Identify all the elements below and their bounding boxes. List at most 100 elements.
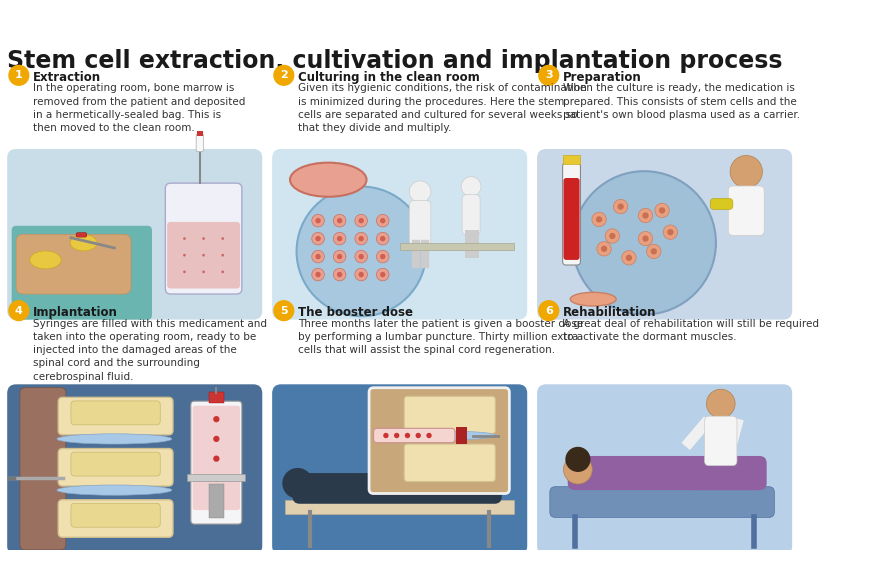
FancyBboxPatch shape: [165, 183, 242, 294]
FancyBboxPatch shape: [190, 401, 242, 524]
Circle shape: [643, 212, 649, 219]
Circle shape: [183, 254, 186, 256]
Circle shape: [618, 204, 624, 210]
Ellipse shape: [57, 485, 172, 495]
Text: 6: 6: [544, 306, 552, 316]
FancyBboxPatch shape: [563, 178, 579, 260]
Circle shape: [597, 242, 611, 256]
Circle shape: [355, 269, 367, 281]
Circle shape: [274, 301, 294, 321]
Text: Implantation: Implantation: [33, 306, 118, 319]
Circle shape: [316, 218, 321, 223]
Text: Rehabilitation: Rehabilitation: [563, 306, 657, 319]
Circle shape: [643, 235, 649, 242]
Circle shape: [572, 171, 716, 314]
Circle shape: [376, 269, 389, 281]
Circle shape: [316, 254, 321, 259]
Bar: [400, 243, 514, 250]
FancyBboxPatch shape: [729, 186, 764, 235]
Circle shape: [384, 433, 389, 438]
Circle shape: [416, 433, 421, 438]
FancyBboxPatch shape: [568, 456, 767, 490]
Circle shape: [539, 301, 559, 321]
Bar: [187, 474, 246, 481]
FancyBboxPatch shape: [58, 397, 173, 435]
Text: Culturing in the clean room: Culturing in the clean room: [299, 71, 480, 84]
Text: 2: 2: [280, 70, 288, 81]
Circle shape: [183, 237, 186, 240]
Circle shape: [380, 272, 385, 277]
Circle shape: [405, 433, 410, 438]
Circle shape: [376, 251, 389, 263]
Circle shape: [409, 181, 431, 202]
Circle shape: [213, 416, 220, 422]
FancyBboxPatch shape: [7, 149, 262, 320]
Circle shape: [730, 155, 763, 188]
Circle shape: [183, 270, 186, 273]
Text: Stem cell extraction, cultivation and implantation process: Stem cell extraction, cultivation and im…: [7, 49, 782, 73]
Circle shape: [355, 215, 367, 227]
Circle shape: [596, 216, 603, 223]
FancyBboxPatch shape: [58, 448, 173, 486]
Circle shape: [333, 269, 346, 281]
Circle shape: [202, 270, 205, 273]
Circle shape: [565, 447, 590, 472]
Circle shape: [358, 254, 364, 259]
Text: 3: 3: [545, 70, 552, 81]
Ellipse shape: [290, 162, 367, 197]
FancyBboxPatch shape: [71, 452, 160, 476]
Circle shape: [337, 254, 342, 259]
FancyBboxPatch shape: [690, 470, 762, 490]
Circle shape: [609, 233, 615, 239]
Circle shape: [659, 207, 665, 213]
FancyBboxPatch shape: [272, 149, 527, 320]
Circle shape: [380, 218, 385, 223]
Circle shape: [380, 236, 385, 241]
Circle shape: [655, 203, 670, 218]
Text: 5: 5: [280, 306, 288, 316]
FancyBboxPatch shape: [374, 428, 455, 443]
Circle shape: [333, 251, 346, 263]
Circle shape: [9, 66, 29, 85]
Circle shape: [605, 229, 620, 243]
Circle shape: [539, 66, 559, 85]
Circle shape: [337, 218, 342, 223]
Text: Syringes are filled with this medicament and
taken into the operating room, read: Syringes are filled with this medicament…: [33, 319, 267, 382]
FancyBboxPatch shape: [537, 149, 792, 320]
Ellipse shape: [71, 235, 97, 251]
Bar: [208, 392, 224, 403]
Circle shape: [312, 269, 325, 281]
Circle shape: [426, 433, 432, 438]
FancyBboxPatch shape: [76, 233, 87, 237]
Circle shape: [222, 237, 224, 240]
Circle shape: [312, 215, 325, 227]
Text: A great deal of rehabilitation will still be required
to activate the dormant mu: A great deal of rehabilitation will stil…: [563, 319, 819, 342]
Circle shape: [358, 236, 364, 241]
Bar: [197, 131, 203, 136]
Circle shape: [646, 244, 661, 259]
Circle shape: [638, 208, 653, 223]
Bar: [456, 426, 467, 444]
Circle shape: [638, 231, 653, 246]
Ellipse shape: [405, 432, 496, 440]
Circle shape: [316, 272, 321, 277]
Circle shape: [297, 187, 426, 316]
Circle shape: [380, 254, 385, 259]
FancyBboxPatch shape: [369, 387, 510, 494]
Text: In the operating room, bone marrow is
removed from the patient and deposited
in : In the operating room, bone marrow is re…: [33, 84, 246, 133]
FancyBboxPatch shape: [196, 134, 203, 152]
FancyBboxPatch shape: [404, 444, 495, 481]
Ellipse shape: [30, 251, 61, 269]
FancyBboxPatch shape: [404, 396, 495, 434]
FancyBboxPatch shape: [192, 405, 240, 510]
Circle shape: [213, 475, 220, 481]
Text: 1: 1: [15, 70, 22, 81]
FancyBboxPatch shape: [272, 385, 527, 555]
Circle shape: [9, 301, 29, 321]
Text: Given its hygienic conditions, the risk of contamination
is minimized during the: Given its hygienic conditions, the risk …: [299, 84, 587, 133]
FancyBboxPatch shape: [7, 385, 262, 555]
Circle shape: [358, 272, 364, 277]
Circle shape: [202, 254, 205, 256]
FancyBboxPatch shape: [711, 198, 733, 209]
Circle shape: [626, 255, 632, 261]
